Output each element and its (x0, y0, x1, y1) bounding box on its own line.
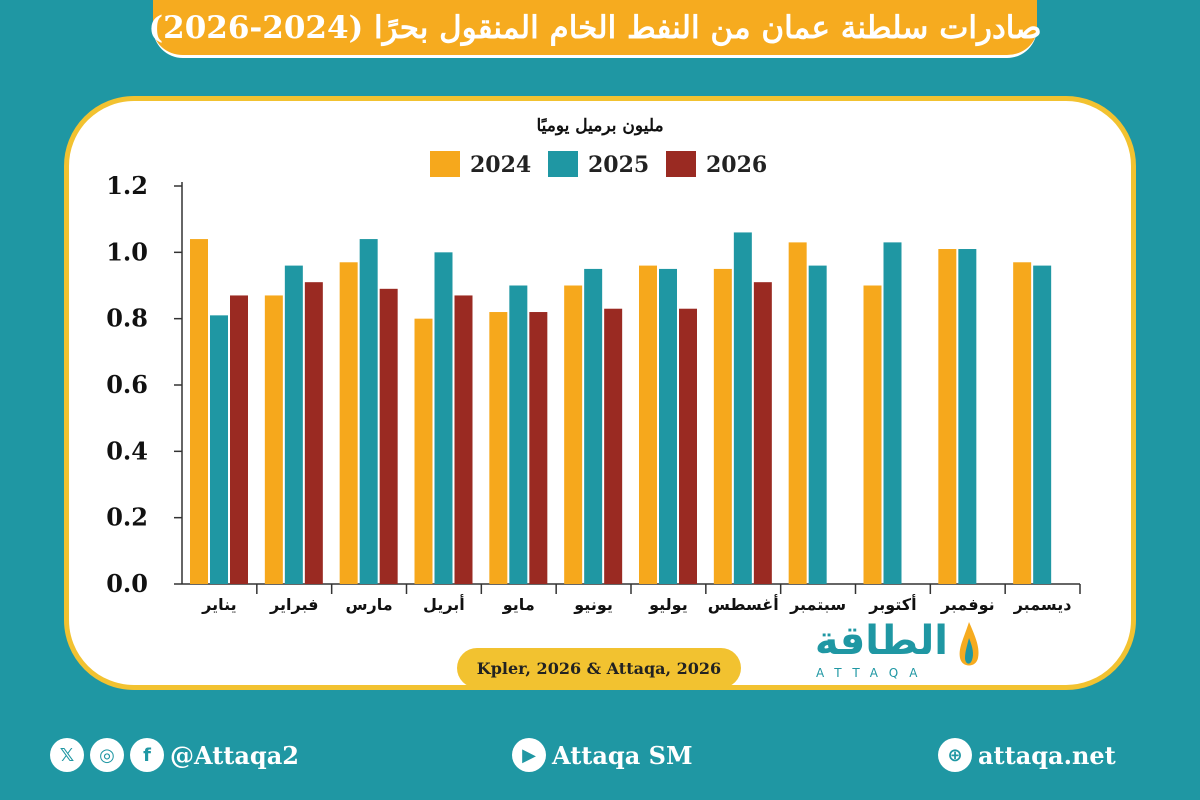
y-tick-label: 0.6 (106, 370, 148, 399)
social-handle[interactable]: @Attaqa2 (170, 740, 299, 770)
x-tick-label: أكتوبر (868, 594, 916, 614)
social-links: 𝕏 ◎ f @Attaqa2 (50, 737, 299, 773)
bar-2025 (359, 239, 378, 585)
y-tick-label: 0.2 (106, 503, 148, 532)
legend-swatch-2025 (548, 151, 578, 177)
bar-2024 (564, 285, 583, 584)
bar-2024 (264, 295, 283, 584)
bar-2024 (489, 312, 508, 584)
bar-2024 (863, 285, 882, 584)
y-tick-label: 1.2 (106, 171, 148, 200)
bar-2026 (679, 308, 697, 584)
bar-2026 (753, 282, 772, 584)
y-tick-label: 0.4 (106, 436, 148, 465)
x-tick-label: سبتمبر (789, 595, 846, 614)
source-pill: Kpler, 2026 & Attaqa, 2026 (457, 648, 741, 688)
y-tick-label: 1.0 (106, 237, 148, 266)
youtube-channel[interactable]: Attaqa SM (552, 740, 693, 770)
bar-2025 (808, 265, 827, 584)
instagram-icon[interactable]: ◎ (90, 738, 124, 772)
bar-2024 (639, 265, 657, 584)
logo-subtext: ATTAQA (816, 666, 929, 680)
bar-2024 (190, 239, 208, 585)
legend-item-2026: 2026 (666, 151, 776, 178)
x-icon[interactable]: 𝕏 (50, 738, 84, 772)
flame-drop-icon (959, 622, 979, 666)
legend-label-2024: 2024 (470, 152, 532, 178)
bar-2025 (733, 232, 752, 584)
attaqa-logo: الطاقة ATTAQA (808, 618, 988, 686)
bar-2025 (210, 315, 228, 584)
y-tick-label: 0.8 (106, 304, 148, 333)
y-unit-label: مليون برميل يوميًا (536, 116, 664, 136)
x-tick-label: يونيو (573, 595, 613, 614)
x-tick-label: فبراير (269, 595, 318, 614)
bar-2025 (659, 268, 677, 584)
x-tick-label: يوليو (648, 595, 688, 614)
facebook-icon[interactable]: f (130, 738, 164, 772)
bar-2025 (584, 268, 603, 584)
website-link: ⊕ attaqa.net (938, 737, 1116, 773)
x-tick-label: نوفمبر (940, 595, 995, 614)
title-banner: صادرات سلطنة عمان من النفط الخام المنقول… (148, 0, 1042, 58)
x-tick-label: مارس (345, 595, 392, 614)
bar-2025 (958, 249, 977, 584)
bar-2024 (414, 318, 433, 584)
website-url[interactable]: attaqa.net (978, 740, 1116, 770)
bar-2026 (529, 312, 548, 584)
bar-2024 (339, 262, 358, 584)
legend-item-2025: 2025 (548, 151, 658, 178)
logo-text: الطاقة (814, 618, 948, 664)
x-tick-label: أبريل (423, 594, 465, 614)
bar-2026 (604, 308, 623, 584)
legend-swatch-2024 (430, 151, 460, 177)
bar-2026 (379, 288, 398, 584)
bar-2025 (284, 265, 303, 584)
bar-2024 (713, 268, 732, 584)
x-tick-label: ديسمبر (1013, 595, 1072, 614)
bar-2025 (434, 252, 453, 585)
bar-2025 (883, 242, 902, 584)
bar-2026 (304, 282, 323, 584)
bar-2026 (454, 295, 473, 584)
x-tick-label: أغسطس (708, 594, 779, 614)
source-text: Kpler, 2026 & Attaqa, 2026 (476, 658, 722, 678)
legend-swatch-2026 (666, 151, 696, 177)
x-tick-label: يناير (201, 595, 237, 614)
bar-2026 (230, 295, 248, 584)
youtube-link: ▶ Attaqa SM (512, 737, 693, 773)
legend-label-2025: 2025 (588, 152, 650, 178)
chart-title: صادرات سلطنة عمان من النفط الخام المنقول… (148, 9, 1042, 46)
x-tick-label: مايو (502, 595, 535, 614)
bar-2024 (938, 249, 957, 584)
legend-label-2026: 2026 (706, 152, 768, 178)
y-tick-label: 0.0 (106, 569, 148, 598)
bar-2024 (788, 242, 807, 584)
globe-icon[interactable]: ⊕ (938, 738, 972, 772)
bar-2024 (1013, 262, 1032, 584)
youtube-icon[interactable]: ▶ (512, 738, 546, 772)
legend-item-2024: 2024 (430, 151, 540, 178)
bar-2025 (509, 285, 528, 584)
bar-2025 (1033, 265, 1052, 584)
